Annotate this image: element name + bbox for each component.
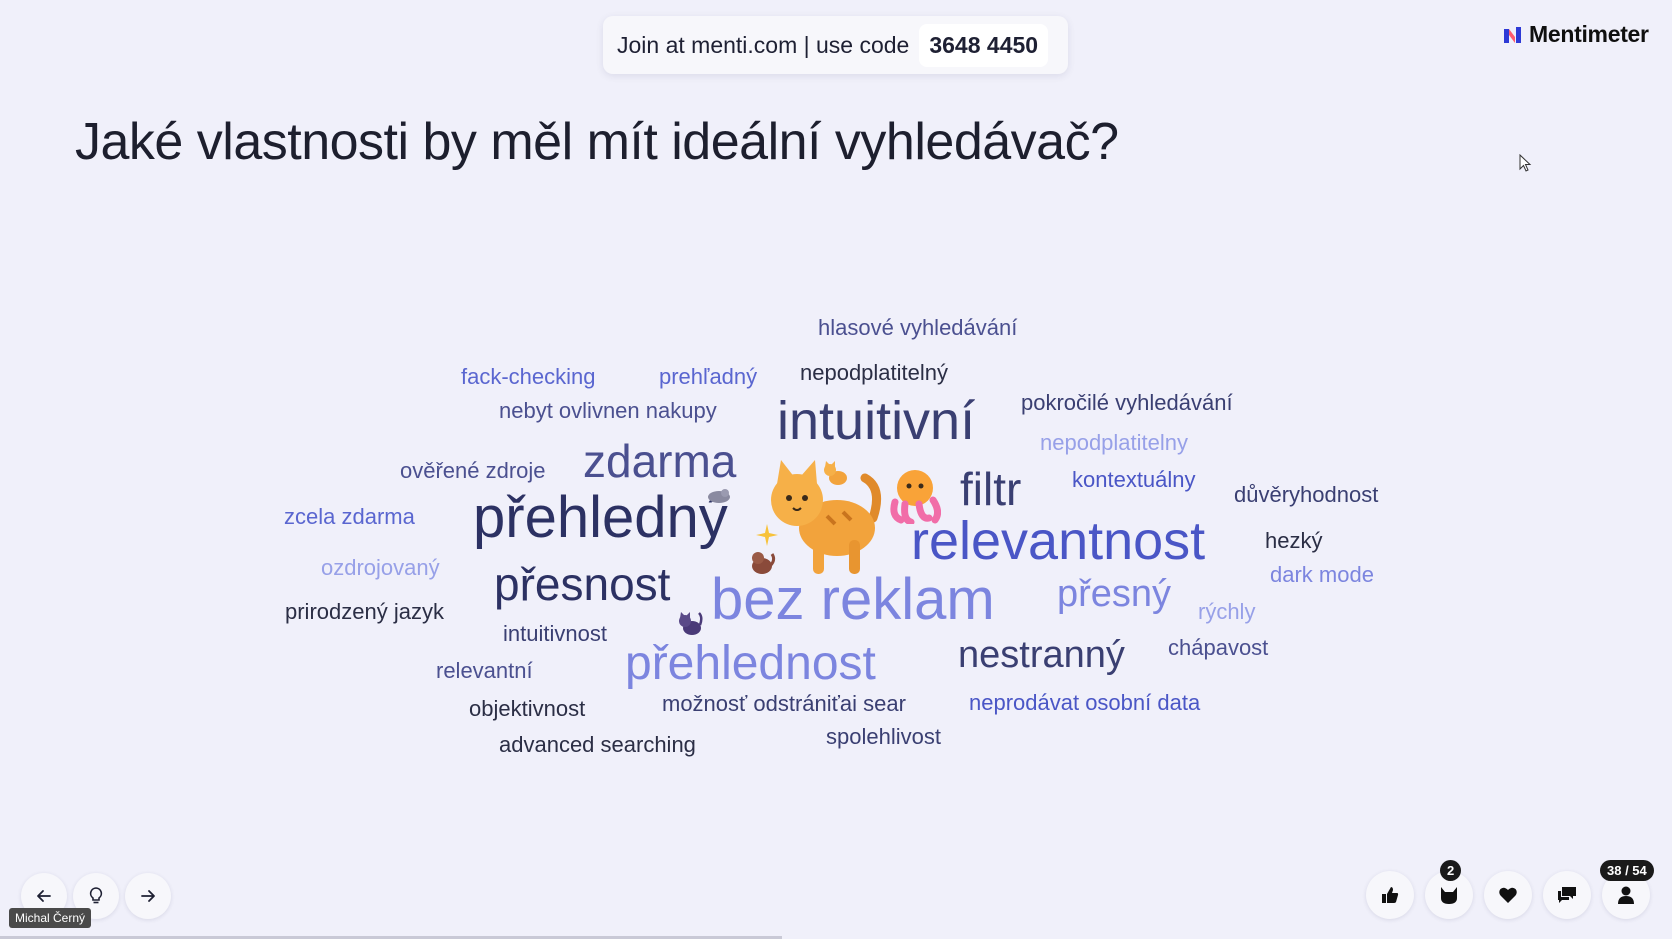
small-cat-reaction-icon [824,461,847,485]
presenter-name-tooltip: Michal Černý [9,908,92,928]
word-cloud-item: nebyt ovlivnen nakupy [499,398,717,423]
sparkles-icon [756,524,778,546]
word-cloud-item: rýchly [1198,599,1256,624]
word-cloud-item: chápavost [1168,635,1269,660]
thumbs-up-icon [1382,887,1399,903]
word-cloud-item: advanced searching [499,732,696,757]
word-cloud-item: ověřené zdroje [400,458,546,483]
word-cloud-item: přehlednost [625,637,876,690]
next-slide-button[interactable] [125,873,171,919]
word-cloud-item: hezký [1265,528,1323,553]
mentimeter-logo: Mentimeter [1503,21,1649,48]
word-cloud-item: možnosť odstrániťai sear [662,691,906,716]
question-title: Jaké vlastnosti by měl mít ideální vyhle… [75,113,1119,171]
octopus-reaction-icon [890,470,941,524]
heart-reaction-button[interactable] [1484,871,1532,919]
presentation-progress-bar [0,936,782,939]
thumbs-up-reaction-button[interactable] [1366,871,1414,919]
comments-button[interactable] [1543,871,1591,919]
word-cloud-item: intuitivní [777,391,976,451]
arrow-right-icon [141,890,155,902]
word-cloud-item: hlasové vyhledávání [818,315,1018,340]
person-icon [1618,886,1634,904]
word-cloud-item: spolehlivost [826,724,941,749]
word-cloud-item: neprodávat osobní data [969,690,1201,715]
word-cloud-item: intuitivnost [503,621,607,646]
word-cloud-item: prirodzený jazyk [285,599,444,624]
word-cloud-item: nestranný [958,634,1125,676]
word-cloud-item: prehľadný [659,364,758,389]
word-cloud-item: kontextuálny [1072,467,1196,492]
word-cloud-item: přesný [1057,573,1172,615]
word-cloud-item: ozdrojovaný [321,555,440,580]
arrow-left-icon [37,890,51,902]
word-cloud-item: nepodplatitelný [800,360,949,385]
monkey-reaction-icon [752,552,776,574]
black-cat-reaction-icon [679,612,703,635]
slide-counter-badge: 38 / 54 [1600,860,1654,881]
join-text: Join at menti.com | use code [617,31,910,58]
word-cloud-item: zcela zdarma [284,504,415,529]
word-cloud-item: přehledný [473,485,728,550]
word-cloud-item: relevantnost [911,511,1206,571]
heart-icon [1499,887,1517,903]
word-cloud-item: filtr [960,463,1022,515]
word-cloud-item: objektivnost [469,696,586,721]
word-cloud-item: důvěryhodnost [1234,482,1379,507]
seal-reaction-icon [708,489,730,503]
brand-name: Mentimeter [1529,21,1649,47]
word-cloud-item: dark mode [1270,562,1374,587]
lightbulb-icon [89,887,103,904]
word-cloud-item: nepodplatitelny [1040,430,1189,455]
join-banner: Join at menti.com | use code 3648 4450 [603,16,1068,74]
word-cloud-item: pokročilé vyhledávání [1021,390,1233,415]
reaction-count-badge: 2 [1440,860,1462,881]
mouse-cursor-icon [1519,154,1532,172]
cat-face-icon [1441,887,1457,904]
chat-bubbles-icon [1558,887,1576,903]
word-cloud-item: fack-checking [461,364,596,389]
mentimeter-logo-icon [1504,26,1521,43]
word-cloud-item: přesnost [494,558,671,610]
join-code: 3648 4450 [919,23,1049,67]
word-cloud-item: bez reklam [711,567,995,632]
word-cloud-item: zdarma [583,435,737,487]
cat-reaction-icon [771,460,882,574]
word-cloud-item: relevantní [436,658,533,683]
